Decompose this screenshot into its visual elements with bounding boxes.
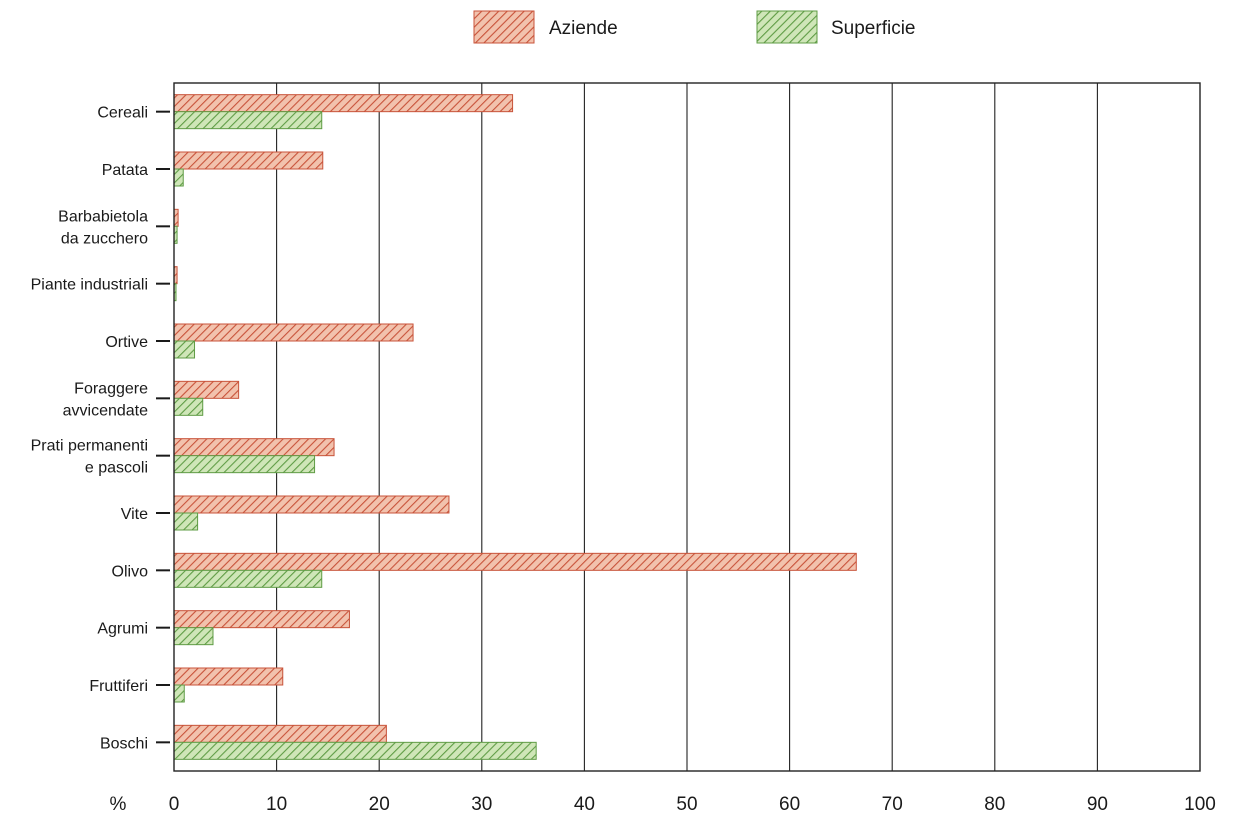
x-tick-label: 90 bbox=[1087, 794, 1108, 815]
category-label: Fruttiferi bbox=[89, 678, 148, 695]
category-label: Cereali bbox=[97, 105, 148, 122]
x-tick-label: 70 bbox=[882, 794, 903, 815]
bars bbox=[173, 94, 857, 760]
x-tick-label: 10 bbox=[266, 794, 287, 815]
category-label: Vite bbox=[121, 506, 148, 523]
gridlines bbox=[276, 83, 1098, 771]
x-tick-label: 60 bbox=[779, 794, 800, 815]
bar-aziende bbox=[173, 495, 450, 514]
category-label-line: avvicendate bbox=[63, 402, 148, 419]
category-label-line: Ortive bbox=[105, 334, 148, 351]
category-label: Patata bbox=[102, 162, 148, 179]
bar-aziende bbox=[173, 438, 335, 457]
x-tick-label: 80 bbox=[984, 794, 1005, 815]
legend-swatch-aziende bbox=[473, 10, 535, 44]
x-tick-label: 20 bbox=[369, 794, 390, 815]
category-label: Olivo bbox=[112, 563, 149, 580]
category-label: Piante industriali bbox=[31, 277, 148, 294]
bar-superficie bbox=[173, 397, 204, 416]
category-label: Agrumi bbox=[97, 621, 148, 638]
bar-superficie bbox=[173, 627, 214, 646]
x-unit-label: % bbox=[110, 794, 127, 815]
bar-aziende bbox=[173, 552, 857, 571]
category-label: Boschi bbox=[100, 735, 148, 752]
category-label-line: da zucchero bbox=[61, 230, 148, 247]
bar-superficie bbox=[173, 168, 184, 187]
x-tick-label: 50 bbox=[676, 794, 697, 815]
bar-aziende bbox=[173, 667, 284, 686]
category-label: Ortive bbox=[105, 334, 148, 351]
bar-aziende bbox=[173, 151, 324, 170]
bar-aziende bbox=[173, 610, 350, 629]
category-label: Foraggere avvicendate bbox=[63, 380, 148, 419]
category-label: Prati permanenti e pascoli bbox=[31, 438, 148, 477]
category-label-line: Vite bbox=[121, 506, 148, 523]
category-labels: Cereali Patata Barbabietola da zucchero Pian… bbox=[31, 105, 170, 752]
bar-aziende bbox=[173, 380, 240, 399]
category-label-line: Piante industriali bbox=[31, 277, 148, 294]
bar-superficie bbox=[173, 111, 323, 130]
category-label-line: Barbabietola bbox=[58, 208, 148, 225]
category-label-line: Boschi bbox=[100, 735, 148, 752]
bar-aziende bbox=[173, 724, 387, 743]
legend-label-aziende: Aziende bbox=[549, 18, 618, 39]
legend: Aziende Superficie bbox=[473, 10, 916, 44]
plot-frame bbox=[173, 82, 1201, 772]
x-tick-label: 100 bbox=[1184, 794, 1216, 815]
bar-aziende bbox=[173, 323, 414, 342]
x-tick-label: 0 bbox=[169, 794, 180, 815]
bar-aziende bbox=[173, 94, 514, 113]
x-tick-label: 30 bbox=[471, 794, 492, 815]
bar-superficie bbox=[173, 684, 185, 703]
x-tick-label: 40 bbox=[574, 794, 595, 815]
category-label-line: Olivo bbox=[112, 563, 149, 580]
category-label: Barbabietola da zucchero bbox=[58, 208, 148, 247]
category-label-line: Cereali bbox=[97, 105, 148, 122]
legend-swatch-superficie bbox=[756, 10, 818, 44]
bar-superficie bbox=[173, 569, 323, 588]
x-tick-labels: 0 10 20 30 40 50 60 70 80 90 100 bbox=[169, 794, 1216, 815]
category-label-line: Agrumi bbox=[97, 621, 148, 638]
category-label-line: Patata bbox=[102, 162, 148, 179]
plot-area bbox=[173, 82, 1201, 772]
category-label-line: e pascoli bbox=[85, 460, 148, 477]
category-label-line: Prati permanenti bbox=[31, 438, 148, 455]
category-label-line: Foraggere bbox=[74, 380, 148, 397]
category-label-line: Fruttiferi bbox=[89, 678, 148, 695]
bar-superficie bbox=[173, 455, 316, 474]
bar-superficie bbox=[173, 512, 199, 531]
legend-label-superficie: Superficie bbox=[831, 18, 916, 39]
bar-superficie bbox=[173, 741, 537, 760]
bar-superficie bbox=[173, 340, 196, 359]
